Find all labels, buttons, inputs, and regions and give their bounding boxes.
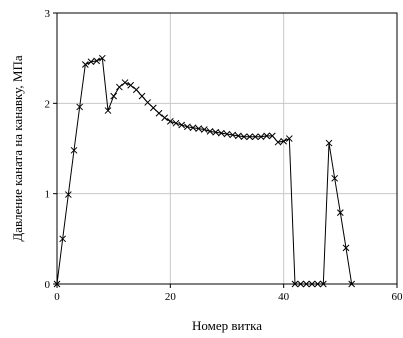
- data-point-marker: [76, 103, 84, 111]
- data-point-marker: [263, 132, 271, 140]
- data-point-marker: [200, 126, 208, 133]
- data-point-marker: [189, 124, 197, 132]
- data-point-marker: [319, 280, 327, 288]
- data-point-marker: [251, 133, 259, 141]
- data-point-marker: [234, 132, 242, 140]
- data-point-marker: [183, 123, 191, 131]
- data-point-marker: [70, 146, 78, 154]
- data-point-marker: [331, 174, 339, 182]
- data-point-marker: [325, 139, 333, 147]
- data-point-marker: [257, 133, 265, 141]
- data-point-marker: [104, 107, 112, 114]
- x-axis-title: Номер витка: [192, 318, 262, 333]
- x-tick-label: 0: [54, 291, 60, 303]
- data-point-marker: [297, 280, 305, 288]
- data-point-marker: [223, 130, 231, 138]
- data-point-marker: [87, 58, 95, 66]
- data-point-marker: [166, 118, 174, 125]
- data-point-marker: [308, 280, 316, 288]
- y-tick-label: 0: [45, 279, 51, 291]
- x-tick-label: 20: [165, 291, 177, 303]
- data-point-marker: [280, 137, 288, 145]
- data-point-marker: [98, 54, 106, 62]
- data-point-marker: [291, 280, 299, 288]
- grid-lines: [57, 13, 397, 284]
- plot-frame: [56, 12, 398, 285]
- data-point-marker: [336, 209, 344, 216]
- data-point-marker: [217, 129, 225, 137]
- data-point-marker: [206, 127, 214, 135]
- series-line: [56, 57, 353, 285]
- data-point-marker: [314, 280, 322, 288]
- data-point-marker: [110, 92, 118, 100]
- data-point-marker: [127, 81, 135, 89]
- data-point-marker: [115, 83, 123, 91]
- data-point-marker: [172, 119, 180, 127]
- data-point-marker: [240, 133, 248, 141]
- data-point-marker: [348, 280, 356, 288]
- data-point-marker: [212, 128, 220, 136]
- data-point-marker: [274, 138, 282, 146]
- data-point-marker: [342, 244, 350, 252]
- data-point-marker: [64, 191, 72, 198]
- axis-ticks: 0 20 40 60 0 1 2 3: [45, 8, 403, 303]
- y-tick-label: 2: [45, 98, 51, 110]
- data-point-marker: [178, 121, 186, 129]
- data-point-marker: [149, 104, 157, 112]
- data-point-marker: [161, 114, 169, 122]
- data-point-marker: [138, 92, 146, 100]
- data-point-marker: [132, 86, 140, 94]
- data-point-marker: [53, 280, 61, 288]
- data-point-marker: [81, 61, 89, 68]
- data-point-marker: [144, 99, 152, 106]
- data-point-marker: [246, 133, 254, 141]
- x-tick-label: 60: [392, 291, 403, 303]
- y-tick-label: 1: [45, 189, 51, 201]
- data-point-marker: [229, 131, 237, 139]
- data-point-marker: [268, 132, 276, 140]
- data-point-marker: [121, 79, 129, 86]
- x-tick-label: 40: [278, 291, 290, 303]
- data-point-marker: [285, 135, 293, 142]
- data-point-marker: [302, 280, 310, 288]
- data-point-marker: [195, 125, 203, 132]
- data-point-marker: [59, 235, 67, 243]
- y-tick-label: 3: [45, 8, 51, 20]
- data-point-marker: [93, 57, 101, 65]
- data-point-marker: [155, 109, 163, 117]
- y-axis-title: Давление каната на канавку, МПа: [10, 55, 25, 241]
- data-series: [53, 54, 356, 288]
